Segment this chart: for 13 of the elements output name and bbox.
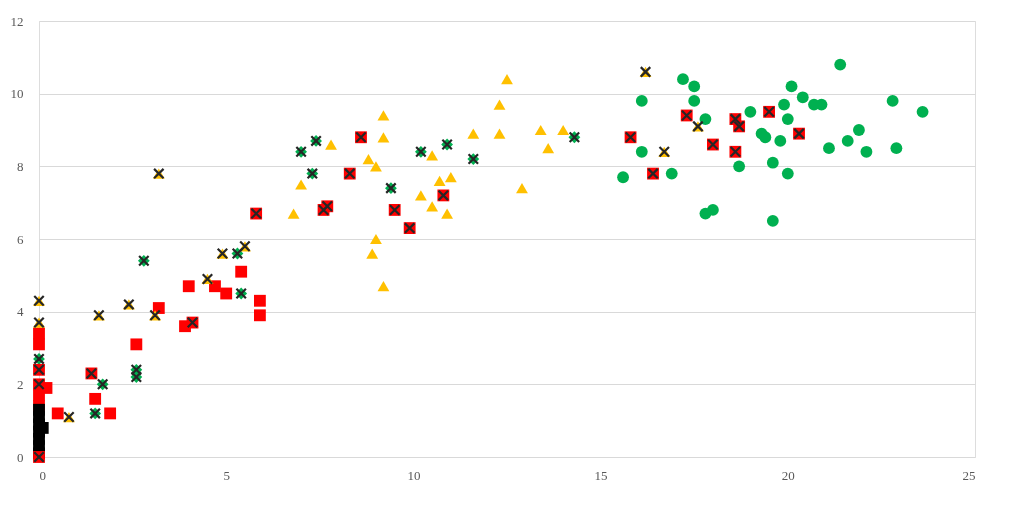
- x-tick-label: 10: [407, 467, 421, 483]
- x-tick-label: 20: [781, 467, 795, 483]
- y-tick-label: 10: [10, 86, 24, 102]
- x-tick-label: 5: [223, 467, 230, 483]
- y-tick-label: 6: [17, 231, 24, 247]
- y-tick-label: 0: [17, 449, 24, 465]
- x-tick-label: 15: [594, 467, 608, 483]
- y-tick-label: 2: [17, 376, 24, 392]
- x-tick-label: 25: [962, 467, 976, 483]
- y-tick-label: 4: [17, 304, 24, 320]
- y-tick-label: 12: [10, 13, 24, 29]
- x-tick-label: 0: [39, 467, 46, 483]
- y-tick-label: 8: [17, 158, 24, 174]
